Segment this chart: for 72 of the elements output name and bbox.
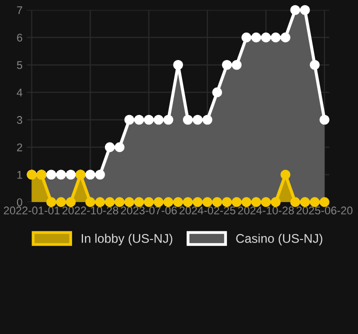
- point: [242, 197, 252, 207]
- point: [46, 170, 56, 180]
- point: [114, 142, 124, 152]
- point: [56, 170, 66, 180]
- point: [242, 32, 252, 42]
- point: [154, 114, 164, 125]
- point: [290, 197, 300, 207]
- point: [270, 32, 281, 42]
- point: [95, 197, 105, 207]
- point: [310, 197, 320, 207]
- point: [192, 114, 203, 125]
- point: [310, 60, 320, 70]
- point: [134, 114, 144, 125]
- y-tick-label: 0: [16, 198, 22, 206]
- point: [320, 197, 330, 207]
- point: [251, 197, 262, 207]
- point: [280, 170, 290, 180]
- point: [104, 142, 115, 152]
- point: [163, 197, 174, 207]
- point: [173, 60, 184, 70]
- point: [114, 197, 124, 207]
- point: [212, 197, 222, 207]
- point: [182, 114, 193, 125]
- point: [202, 114, 212, 125]
- x-tick-label: 2025-06-20: [296, 206, 352, 214]
- point: [222, 60, 232, 70]
- point: [46, 197, 56, 207]
- point: [85, 197, 96, 207]
- point: [66, 170, 76, 180]
- point: [232, 197, 242, 207]
- point: [300, 5, 310, 15]
- point: [182, 197, 193, 207]
- point: [144, 114, 154, 125]
- x-tick-label: 2024-02-25: [180, 206, 236, 214]
- y-tick-label: 3: [16, 116, 22, 124]
- y-tick-label: 6: [17, 34, 22, 42]
- y-tick-label: 5: [16, 61, 22, 70]
- point: [222, 197, 232, 207]
- point: [124, 114, 134, 125]
- point: [232, 60, 242, 70]
- y-tick-label: 1: [17, 171, 22, 179]
- point: [212, 87, 222, 98]
- point: [251, 32, 262, 42]
- y-tick-label: 2: [17, 143, 22, 152]
- point: [300, 197, 310, 207]
- point: [66, 197, 76, 207]
- point: [163, 114, 174, 125]
- x-tick-label: 2023-07-06: [120, 206, 177, 214]
- y-tick-label: 4: [16, 88, 22, 96]
- point: [134, 197, 144, 207]
- legend-label: Casino (US-NJ): [236, 234, 322, 246]
- x-tick-label: 2022-10-28: [62, 206, 118, 214]
- point: [56, 197, 66, 207]
- point: [85, 170, 96, 180]
- point: [270, 197, 281, 207]
- point: [173, 197, 184, 207]
- point: [192, 197, 203, 207]
- point: [280, 32, 290, 42]
- point: [144, 197, 154, 207]
- y-tick-label: 7: [17, 6, 22, 14]
- legend-label: In lobby (US-NJ): [82, 234, 172, 246]
- point: [290, 5, 300, 15]
- point: [124, 197, 134, 207]
- point: [202, 197, 212, 207]
- point: [104, 197, 115, 207]
- point: [154, 197, 164, 207]
- point: [261, 32, 271, 42]
- x-tick-label: 2022-01-01: [4, 206, 60, 214]
- point: [261, 197, 271, 207]
- point: [320, 114, 330, 125]
- point: [95, 170, 105, 180]
- x-tick-label: 2024-10-28: [238, 206, 294, 214]
